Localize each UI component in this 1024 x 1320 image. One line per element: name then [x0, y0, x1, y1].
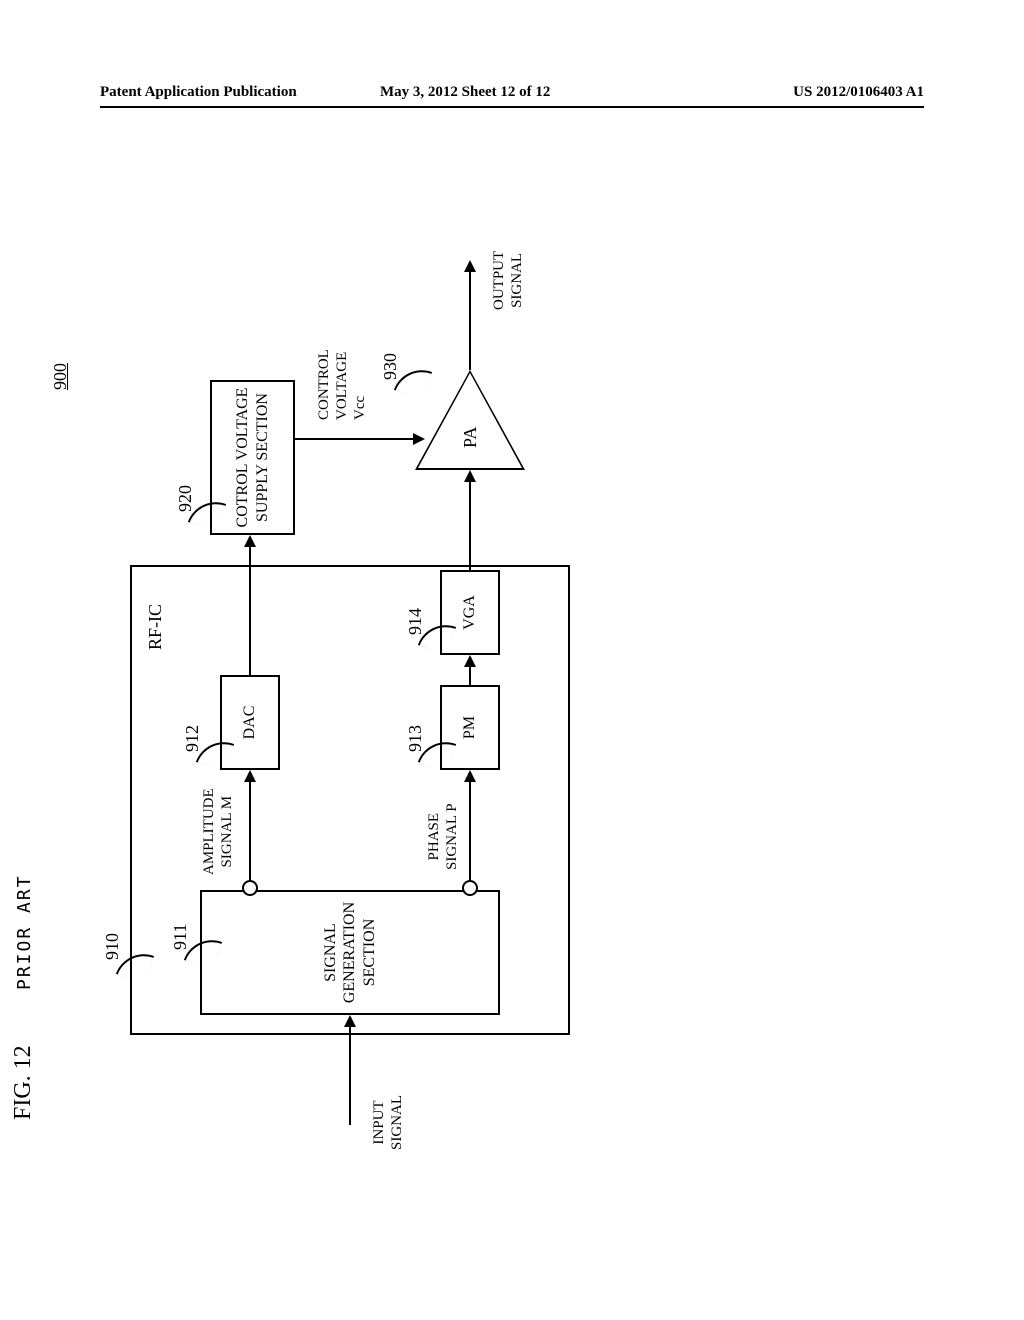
arrow-phase: [464, 770, 476, 782]
ref-920: 920: [175, 485, 196, 512]
arrow-input: [344, 1015, 356, 1027]
ref-911: 911: [170, 924, 191, 950]
header-rule: [100, 106, 924, 108]
ref-910: 910: [102, 933, 123, 960]
arrow-dac-cvs: [244, 535, 256, 547]
arrow-amp: [244, 770, 256, 782]
siggen-label: SIGNAL GENERATION SECTION: [321, 902, 379, 1003]
ref-900: 900: [50, 363, 71, 390]
dac-label: DAC: [240, 706, 259, 740]
arrow-cvs-pa: [413, 433, 425, 445]
ctrl-voltage-label: CONTROL VOLTAGE Vcc: [315, 349, 369, 420]
figure-label: FIG. 12: [10, 1045, 37, 1120]
prior-art-label: PRIOR ART: [14, 874, 35, 990]
ref-930: 930: [380, 353, 401, 380]
arrow-pm-vga: [464, 655, 476, 667]
wire-dac-cvs: [249, 545, 251, 675]
phase-sig-label: PHASE SIGNAL P: [425, 803, 461, 870]
port-phase: [462, 880, 478, 896]
pa-triangle-fill: [418, 373, 522, 468]
cvs-label: COTROL VOLTAGE SUPPLY SECTION: [233, 388, 271, 528]
wire-amp: [249, 780, 251, 880]
figure-12: FIG. 12 PRIOR ART 900 910 RF-IC SIGNAL G…: [70, 230, 950, 1110]
wire-vga-pa: [469, 480, 471, 570]
output-label: OUTPUT SIGNAL: [490, 251, 526, 310]
header-left: Patent Application Publication: [100, 84, 297, 101]
wire-output: [469, 270, 471, 370]
input-label: INPUT SIGNAL: [370, 1095, 406, 1150]
wire-phase: [469, 780, 471, 880]
rfic-title: RF-IC: [145, 604, 167, 650]
siggen-box: SIGNAL GENERATION SECTION: [200, 890, 500, 1015]
port-amp: [242, 880, 258, 896]
header-right: US 2012/0106403 A1: [793, 84, 924, 101]
arrow-vga-pa: [464, 470, 476, 482]
wire-pm-vga: [469, 665, 471, 685]
arrow-output: [464, 260, 476, 272]
ref-913: 913: [405, 725, 426, 752]
wire-cvs-pa: [295, 438, 415, 440]
ref-912: 912: [182, 725, 203, 752]
pa-label: PA: [460, 427, 481, 448]
pm-label: PM: [460, 716, 479, 739]
amp-sig-label: AMPLITUDE SIGNAL M: [200, 788, 236, 875]
vga-label: VGA: [460, 595, 479, 630]
ref-914: 914: [405, 608, 426, 635]
header-mid: May 3, 2012 Sheet 12 of 12: [380, 84, 550, 101]
wire-input: [349, 1025, 351, 1125]
